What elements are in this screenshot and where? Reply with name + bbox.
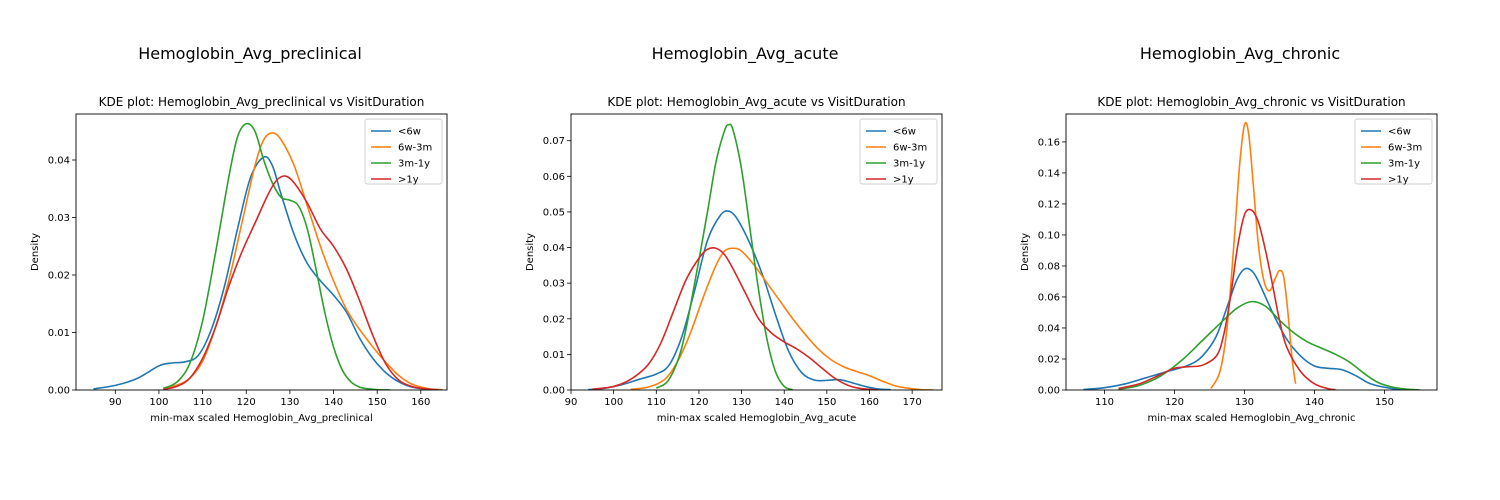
y-tick-label: 0.04 xyxy=(48,156,70,167)
x-axis-label: min-max scaled Hemoglobin_Avg_preclinica… xyxy=(150,413,372,424)
x-tick-label: 120 xyxy=(689,397,708,408)
legend-entry: >1y xyxy=(893,175,914,186)
x-tick-label: 150 xyxy=(1375,397,1394,408)
x-tick-label: 120 xyxy=(1165,397,1184,408)
figure-suptitle: Hemoglobin_Avg_chronic xyxy=(1139,44,1341,63)
kde-chart-preclinical: KDE plot: Hemoglobin_Avg_preclinical vs … xyxy=(30,95,448,424)
y-tick-label: 0.16 xyxy=(1038,137,1060,148)
legend-entry: >1y xyxy=(1388,175,1409,186)
chart-panel-preclinical: Hemoglobin_Avg_preclinical KDE plot: Hem… xyxy=(0,0,500,500)
x-tick-label: 110 xyxy=(647,397,666,408)
y-axis-label: Density xyxy=(1020,233,1031,271)
legend-entry: 6w-3m xyxy=(893,143,927,154)
x-tick-label: 90 xyxy=(109,397,122,408)
y-tick-label: 0.14 xyxy=(1038,168,1060,179)
chart-panel-chronic: Hemoglobin_Avg_chronic KDE plot: Hemoglo… xyxy=(990,0,1490,500)
kde-line-green xyxy=(162,122,391,390)
axes-title: KDE plot: Hemoglobin_Avg_acute vs VisitD… xyxy=(607,95,905,109)
x-tick-label: 150 xyxy=(817,397,836,408)
x-tick-label: 130 xyxy=(280,397,299,408)
x-tick-label: 160 xyxy=(860,397,879,408)
legend-entry: 3m-1y xyxy=(1388,159,1420,170)
y-tick-label: 0.04 xyxy=(543,243,565,254)
y-tick-label: 0.03 xyxy=(543,279,565,290)
y-tick-label: 0.01 xyxy=(48,328,70,339)
x-tick-label: 140 xyxy=(324,397,343,408)
x-axis-label: min-max scaled Hemoglobin_Avg_acute xyxy=(657,413,857,424)
x-tick-label: 120 xyxy=(237,397,256,408)
y-tick-label: 0.04 xyxy=(1038,323,1060,334)
y-axis-label: Density xyxy=(30,233,41,271)
x-axis-label: min-max scaled Hemoglobin_Avg_chronic xyxy=(1148,413,1356,424)
legend-entry: 3m-1y xyxy=(398,159,430,170)
axes-frame xyxy=(1065,113,1438,391)
y-tick-label: 0.05 xyxy=(543,207,565,218)
axes-frame xyxy=(75,113,448,391)
x-tick-label: 150 xyxy=(368,397,387,408)
chart-panel-acute: Hemoglobin_Avg_acute KDE plot: Hemoglobi… xyxy=(495,0,995,500)
y-tick-label: 0.00 xyxy=(1038,386,1060,397)
legend-entry: <6w xyxy=(1388,127,1411,138)
x-tick-label: 140 xyxy=(775,397,794,408)
y-tick-label: 0.06 xyxy=(543,172,565,183)
x-tick-label: 130 xyxy=(1235,397,1254,408)
y-tick-label: 0.02 xyxy=(48,271,70,282)
kde-line-blue xyxy=(93,155,443,390)
figure-suptitle: Hemoglobin_Avg_acute xyxy=(651,44,839,63)
x-tick-label: 160 xyxy=(411,397,430,408)
legend-box xyxy=(859,118,938,185)
kde-line-blue xyxy=(587,210,891,390)
y-tick-label: 0.02 xyxy=(543,314,565,325)
legend-entry: >1y xyxy=(398,175,419,186)
kde-line-green xyxy=(1118,300,1420,390)
legend-entry: 3m-1y xyxy=(893,159,925,170)
legend-entry: <6w xyxy=(893,127,916,138)
x-tick-label: 100 xyxy=(149,397,168,408)
kde-line-red xyxy=(1118,208,1336,390)
y-tick-label: 0.02 xyxy=(1038,354,1060,365)
y-tick-label: 0.12 xyxy=(1038,199,1060,210)
kde-line-green xyxy=(655,123,794,390)
y-tick-label: 0.00 xyxy=(543,386,565,397)
y-axis-label: Density xyxy=(525,233,536,271)
x-tick-label: 170 xyxy=(903,397,922,408)
x-tick-label: 130 xyxy=(732,397,751,408)
kde-line-orange xyxy=(630,247,934,390)
y-tick-label: 0.08 xyxy=(1038,261,1060,272)
y-tick-label: 0.01 xyxy=(543,350,565,361)
x-tick-label: 90 xyxy=(565,397,578,408)
x-tick-label: 100 xyxy=(604,397,623,408)
y-tick-label: 0.10 xyxy=(1038,230,1060,241)
kde-chart-chronic: KDE plot: Hemoglobin_Avg_chronic vs Visi… xyxy=(1020,95,1438,424)
y-tick-label: 0.06 xyxy=(1038,292,1060,303)
kde-line-red xyxy=(592,246,879,390)
axes-title: KDE plot: Hemoglobin_Avg_preclinical vs … xyxy=(99,95,425,109)
x-tick-label: 110 xyxy=(193,397,212,408)
legend-entry: 6w-3m xyxy=(1388,143,1422,154)
kde-line-orange xyxy=(1210,121,1297,389)
legend-entry: <6w xyxy=(398,127,421,138)
legend-box xyxy=(1354,118,1433,185)
axes-title: KDE plot: Hemoglobin_Avg_chronic vs Visi… xyxy=(1097,95,1405,109)
legend-entry: 6w-3m xyxy=(398,143,432,154)
y-tick-label: 0.00 xyxy=(48,386,70,397)
y-tick-label: 0.03 xyxy=(48,213,70,224)
kde-line-blue xyxy=(1083,267,1413,390)
legend-box xyxy=(364,118,443,185)
axes-frame xyxy=(570,113,943,391)
x-tick-label: 110 xyxy=(1095,397,1114,408)
y-tick-label: 0.07 xyxy=(543,136,565,147)
figure-suptitle: Hemoglobin_Avg_preclinical xyxy=(138,44,362,63)
x-tick-label: 140 xyxy=(1305,397,1324,408)
kde-line-red xyxy=(163,175,439,390)
kde-chart-acute: KDE plot: Hemoglobin_Avg_acute vs VisitD… xyxy=(525,95,943,424)
